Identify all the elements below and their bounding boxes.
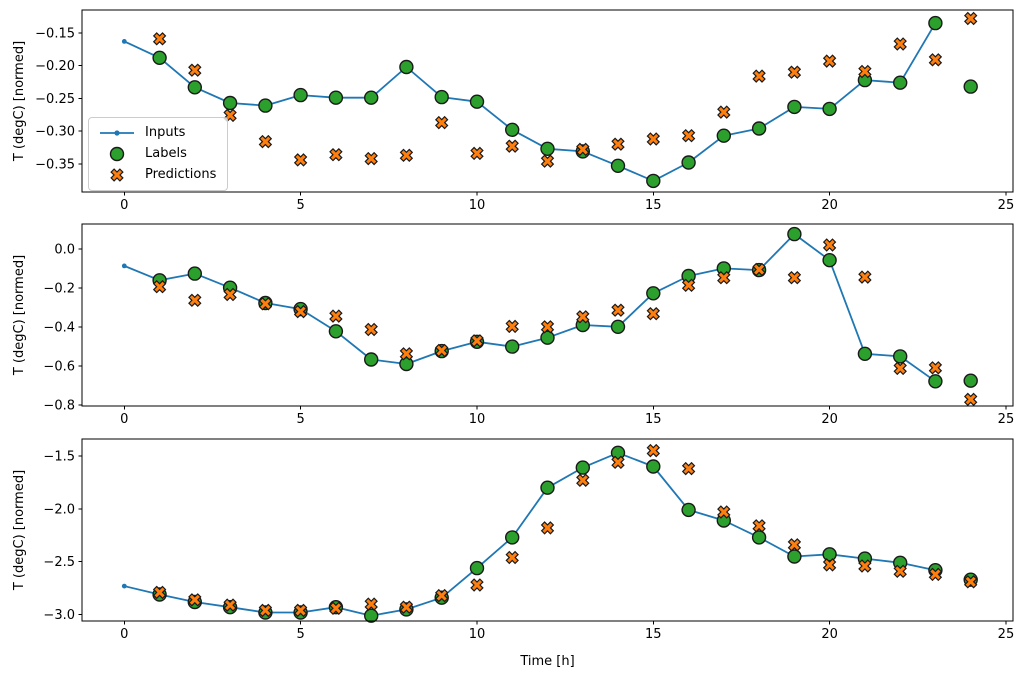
x-tick-label: 5 (297, 627, 305, 642)
y-axis: 0.0 −0.2 −0.4 −0.6 −0.8 T (degC) [normed] (12, 243, 82, 413)
x-tick-label: 25 (998, 198, 1015, 213)
y-tick-label: −0.8 (43, 398, 75, 413)
x-tick-label: 5 (297, 412, 305, 427)
labels-scatter (152, 226, 978, 389)
x-axis: 0 5 10 15 20 25 (120, 406, 1014, 427)
y-tick-label: −0.4 (43, 320, 75, 335)
labels-scatter (152, 445, 978, 623)
x-axis-label: Time [h] (519, 654, 574, 669)
axes-spines (81, 9, 1014, 193)
legend-item-inputs: Inputs (98, 125, 216, 141)
subplot-2: 0 5 10 15 20 25 0.0 −0.2 −0.4 −0.6 −0.8 T (degC) [n… (12, 223, 1014, 427)
x-axis: 0 5 10 15 20 25 (120, 192, 1014, 213)
x-tick-label: 20 (821, 412, 838, 427)
y-tick-label: −0.30 (35, 125, 75, 140)
x-axis: 0 5 10 15 20 25 Time [h] (120, 621, 1014, 669)
axes-spines (81, 438, 1014, 622)
y-tick-label: 0.0 (54, 243, 75, 258)
inputs-line (121, 20, 938, 184)
y-tick-label: −0.6 (43, 359, 75, 374)
y-tick-label: −0.15 (35, 26, 75, 41)
y-tick-label: −3.0 (43, 608, 75, 623)
y-tick-label: −0.25 (35, 92, 75, 107)
x-tick-label: 0 (120, 627, 128, 642)
x-tick-label: 20 (821, 627, 838, 642)
y-tick-label: −0.2 (43, 282, 75, 297)
y-axis-label: T (degC) [normed] (12, 255, 27, 376)
predictions-scatter (152, 238, 978, 407)
y-tick-label: −2.5 (43, 555, 75, 570)
x-tick-label: 25 (998, 412, 1015, 427)
legend: Inputs Labels Predictions (88, 117, 229, 191)
legend-label-inputs: Inputs (145, 125, 186, 140)
x-tick-label: 15 (645, 627, 662, 642)
x-tick-label: 10 (469, 412, 486, 427)
y-axis: −1.5 −2.0 −2.5 −3.0 T (degC) [normed] (12, 449, 82, 623)
y-axis: −0.15 −0.20 −0.25 −0.30 −0.35 T (degC) [norme… (12, 26, 82, 172)
x-tick-label: 15 (645, 198, 662, 213)
x-tick-label: 5 (297, 198, 305, 213)
labels-scatter (152, 15, 978, 189)
legend-marker-labels-icon (109, 146, 125, 162)
y-axis-label: T (degC) [normed] (12, 41, 27, 162)
inputs-line (121, 231, 938, 384)
legend-label-predictions: Predictions (145, 167, 217, 182)
x-tick-label: 0 (120, 412, 128, 427)
predictions-scatter (152, 11, 978, 168)
x-tick-label: 10 (469, 627, 486, 642)
legend-marker-inputs-icon (100, 130, 134, 136)
y-tick-label: −0.20 (35, 59, 75, 74)
legend-label-labels: Labels (145, 146, 187, 161)
x-tick-label: 0 (120, 198, 128, 213)
legend-item-labels: Labels (98, 146, 216, 162)
x-tick-label: 20 (821, 198, 838, 213)
predictions-scatter (152, 443, 978, 618)
legend-item-predictions: Predictions (98, 167, 216, 183)
y-tick-label: −2.0 (43, 502, 75, 517)
inputs-line (121, 450, 938, 619)
y-axis-label: T (degC) [normed] (12, 470, 27, 591)
x-tick-label: 25 (998, 627, 1015, 642)
subplot-3: 0 5 10 15 20 25 Time [h] −1.5 −2.0 −2.5 −3.0 T (deg… (12, 438, 1014, 669)
x-tick-label: 10 (469, 198, 486, 213)
y-tick-label: −1.5 (43, 449, 75, 464)
legend-marker-predictions-icon (110, 168, 124, 182)
y-tick-label: −0.35 (35, 157, 75, 172)
x-tick-label: 15 (645, 412, 662, 427)
axes-spines (81, 223, 1014, 407)
